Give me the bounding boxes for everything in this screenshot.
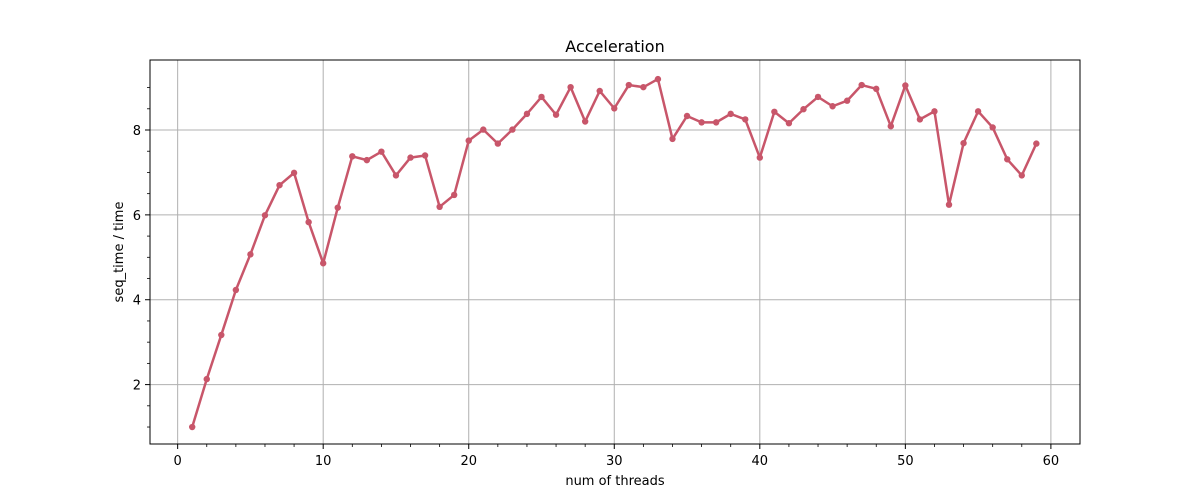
data-point: [247, 251, 254, 258]
data-point: [290, 169, 298, 177]
grid: [150, 60, 1080, 444]
data-point: [974, 108, 982, 115]
y-tick-label: 4: [133, 294, 141, 309]
x-axis: 0 10 20 30 40 50 60: [174, 444, 1060, 469]
data-point: [829, 103, 836, 110]
data-point: [625, 81, 633, 89]
data-point: [800, 106, 807, 113]
data-point: [945, 201, 953, 208]
data-point: [349, 153, 356, 160]
x-tick-label: 0: [174, 454, 182, 469]
data-point: [902, 82, 909, 89]
data-point: [203, 375, 210, 383]
data-point: [683, 112, 691, 120]
data-point: [640, 83, 647, 91]
data-point: [1004, 156, 1011, 163]
x-tick-label: 20: [460, 454, 477, 469]
x-axis-label: num of threads: [565, 474, 665, 489]
data-point: [843, 97, 851, 104]
data-point: [858, 81, 865, 89]
data-point: [436, 203, 443, 211]
y-axis-label: seq_time / time: [112, 202, 127, 303]
data-point: [407, 154, 414, 161]
data-point: [450, 191, 458, 199]
data-point: [916, 116, 924, 123]
data-point: [494, 140, 502, 147]
data-point: [873, 85, 880, 93]
x-tick-label: 30: [606, 454, 623, 469]
data-point: [509, 126, 516, 133]
data-point: [552, 111, 560, 118]
data-point: [887, 122, 894, 130]
data-point: [727, 110, 734, 118]
data-point: [596, 87, 603, 95]
plot-area: [149, 59, 1081, 445]
data-point: [276, 181, 283, 189]
data-point: [1018, 172, 1025, 179]
data-point: [232, 286, 240, 294]
chart-title: Acceleration: [565, 37, 664, 56]
data-point: [218, 331, 225, 339]
x-tick-label: 50: [897, 454, 914, 469]
series-points: [189, 75, 1040, 431]
data-point: [261, 212, 269, 219]
data-point: [654, 75, 662, 83]
data-point: [989, 124, 996, 131]
data-point: [814, 93, 822, 101]
y-axis: 2 4 6 8: [133, 87, 150, 428]
data-point: [189, 423, 196, 431]
data-point: [1033, 140, 1040, 147]
data-point: [669, 135, 676, 143]
x-tick-label: 60: [1043, 454, 1060, 469]
data-point: [931, 108, 938, 115]
data-point: [756, 154, 764, 161]
data-point: [392, 172, 400, 179]
data-point: [523, 110, 531, 118]
data-point: [581, 118, 589, 125]
x-tick-label: 40: [752, 454, 769, 469]
data-point: [611, 105, 618, 112]
data-point: [742, 116, 749, 123]
data-point: [785, 120, 793, 127]
x-tick-label: 10: [315, 454, 332, 469]
data-point: [334, 204, 341, 211]
y-tick-label: 8: [133, 124, 141, 139]
data-point: [480, 126, 487, 133]
data-point: [960, 139, 967, 147]
data-point: [465, 137, 472, 144]
data-point: [319, 260, 327, 267]
data-point: [538, 93, 545, 101]
data-point: [305, 218, 312, 226]
data-point: [567, 83, 574, 91]
y-tick-label: 2: [133, 379, 141, 394]
data-point: [421, 152, 429, 159]
data-point: [363, 156, 371, 164]
data-point: [378, 148, 385, 155]
y-tick-label: 6: [133, 209, 141, 224]
data-point: [712, 119, 720, 126]
data-point: [698, 119, 705, 126]
data-point: [771, 108, 778, 115]
